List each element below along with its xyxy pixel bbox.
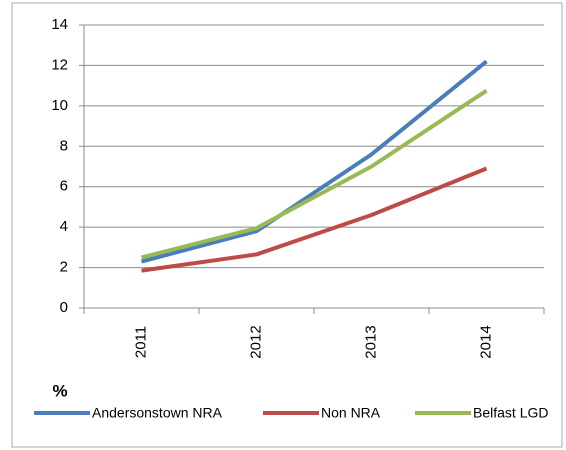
series-line [140, 59, 488, 264]
y-tick-label: 12 [51, 56, 68, 73]
x-tick-label: 2011 [132, 326, 149, 358]
legend-label: Non NRA [321, 405, 381, 421]
y-tick-label: 6 [60, 178, 68, 195]
y-tick-label: 8 [60, 137, 68, 154]
y-tick-label: 4 [60, 218, 68, 235]
x-tick-label: 2014 [477, 325, 494, 358]
y-tick-label: 14 [51, 16, 68, 33]
chart-border [11, 2, 563, 448]
x-tick-label: 2013 [362, 325, 379, 358]
series-line [141, 166, 488, 273]
y-tick-label: 0 [60, 299, 68, 316]
series-line [141, 89, 488, 260]
legend-label: Andersonstown NRA [92, 405, 223, 421]
legend-label: Belfast LGD [473, 405, 548, 421]
x-tick-label: 2012 [247, 325, 264, 358]
y-tick-label: 2 [60, 259, 68, 276]
y-axis-label: % [52, 381, 67, 400]
y-tick-label: 10 [51, 97, 68, 114]
